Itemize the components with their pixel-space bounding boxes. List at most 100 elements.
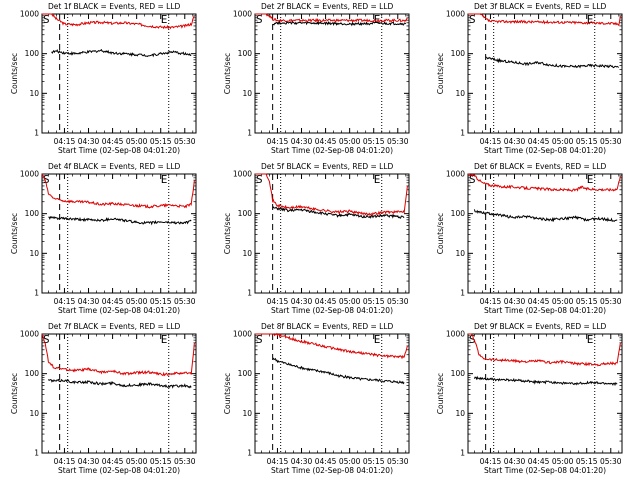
chart-title: Det 7f BLACK = Events, RED = LLD [48,322,181,331]
x-tick-label: 05:00 [126,137,148,146]
x-tick-label: 05:00 [126,297,148,306]
y-axis-label: Counts/sec [10,213,19,254]
x-tick-label: 05:15 [363,137,385,146]
y-tick-label: 1000 [20,10,39,19]
lld-series-line [468,13,621,27]
y-tick-label: 100 [25,369,40,378]
x-tick-label: 04:30 [78,137,100,146]
y-tick-label: 1 [460,449,465,458]
y-tick-label: 1 [247,449,252,458]
x-tick-label: 04:15 [54,457,76,466]
plot-frame [467,333,623,454]
events-series-line [272,357,405,385]
y-tick-label: 1000 [233,330,252,339]
x-tick-label: 05:00 [339,297,361,306]
start-marker: S [256,333,263,346]
x-tick-label: 04:30 [504,457,526,466]
chart-title: Det 5f BLACK = Events, RED = LLD [261,162,394,171]
y-axis-label: Counts/sec [10,373,19,414]
x-tick-label: 05:30 [174,297,196,306]
events-series-line [272,206,405,219]
x-tick-label: 04:45 [102,137,124,146]
x-tick-label: 05:00 [339,457,361,466]
x-tick-label: 05:15 [150,137,172,146]
x-tick-label: 05:30 [174,457,196,466]
chart-title: Det 3f BLACK = Events, RED = LLD [474,2,607,11]
y-tick-label: 10 [29,89,39,98]
x-axis-label: Start Time (02-Sep-08 04:01:20) [271,466,393,475]
lld-series-line [41,333,195,377]
x-axis-label: Start Time (02-Sep-08 04:01:20) [484,306,606,315]
x-tick-label: 04:45 [102,457,124,466]
y-axis-label: Counts/sec [223,53,232,94]
y-tick-label: 10 [455,89,465,98]
y-tick-label: 1 [247,289,252,298]
chart-title: Det 1f BLACK = Events, RED = LLD [48,2,181,11]
events-series-line [473,209,618,223]
x-tick-label: 05:30 [600,457,622,466]
lld-series-line [468,333,621,367]
plot-frame [467,173,623,294]
x-tick-label: 04:15 [480,137,502,146]
y-tick-label: 1000 [446,10,465,19]
lld-series-line [42,13,195,30]
y-tick-label: 1000 [446,330,465,339]
x-tick-label: 04:45 [315,457,337,466]
end-marker: E [161,173,168,186]
x-tick-label: 05:15 [363,457,385,466]
x-tick-label: 05:00 [552,297,574,306]
start-marker: S [43,13,50,26]
x-axis-label: Start Time (02-Sep-08 04:01:20) [484,146,606,155]
end-marker: E [161,13,168,26]
x-tick-label: 04:15 [267,137,289,146]
end-marker: E [374,13,381,26]
events-series-line [48,215,192,226]
lld-series-line [467,173,621,193]
y-tick-label: 1 [247,129,252,138]
lld-series-line [255,173,408,216]
x-tick-label: 05:15 [576,137,598,146]
x-tick-label: 05:30 [387,137,409,146]
y-tick-label: 1 [460,289,465,298]
events-series-line [473,375,618,387]
lld-series-line [41,173,195,209]
y-axis-label: Counts/sec [436,373,445,414]
x-tick-label: 05:15 [150,297,172,306]
x-tick-label: 05:30 [174,137,196,146]
x-tick-label: 05:00 [552,137,574,146]
x-tick-label: 05:00 [552,457,574,466]
events-series-line [485,56,620,69]
plot-frame [41,333,197,454]
y-tick-label: 1 [460,129,465,138]
y-axis-label: Counts/sec [436,213,445,254]
plot-frame [467,13,623,134]
y-tick-label: 10 [455,409,465,418]
y-tick-label: 100 [238,369,253,378]
x-tick-label: 04:45 [528,297,550,306]
events-series-line [47,378,192,389]
end-marker: E [587,173,594,186]
chart-title: Det 2f BLACK = Events, RED = LLD [261,2,394,11]
y-tick-label: 100 [451,209,466,218]
chart-panel-1: Det 1f BLACK = Events, RED = LLD 1 10 100 10… [10,2,197,155]
chart-title: Det 6f BLACK = Events, RED = LLD [474,162,607,171]
y-axis-label: Counts/sec [10,53,19,94]
end-marker: E [161,333,168,346]
y-tick-label: 100 [25,49,40,58]
x-tick-label: 05:30 [600,297,622,306]
chart-title: Det 4f BLACK = Events, RED = LLD [48,162,181,171]
start-marker: S [43,173,50,186]
end-marker: E [374,173,381,186]
x-axis-label: Start Time (02-Sep-08 04:01:20) [271,146,393,155]
end-marker: E [587,13,594,26]
chart-title: Det 8f BLACK = Events, RED = LLD [261,322,394,331]
y-axis-label: Counts/sec [223,213,232,254]
start-marker: S [469,13,476,26]
x-axis-label: Start Time (02-Sep-08 04:01:20) [58,306,180,315]
y-tick-label: 10 [242,89,252,98]
x-axis-label: Start Time (02-Sep-08 04:01:20) [58,466,180,475]
plot-frame [41,173,197,294]
plot-frame [254,333,410,454]
x-tick-label: 04:30 [504,297,526,306]
events-series-line [272,20,407,27]
